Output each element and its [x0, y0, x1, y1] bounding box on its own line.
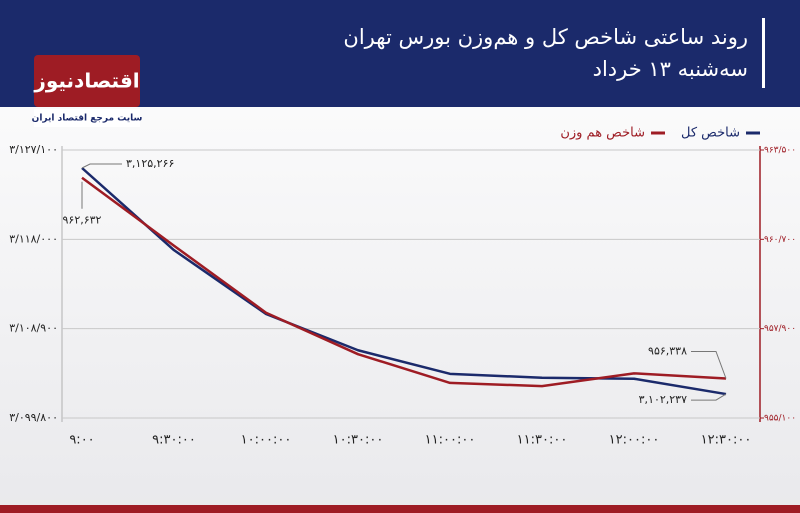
x-tick-label: ۱۰:۳۰:۰۰ — [333, 433, 384, 448]
x-tick-label: ۱۱:۳۰:۰۰ — [517, 433, 568, 448]
logo: اقتصادنیوز — [33, 69, 139, 93]
leader-line — [691, 351, 727, 379]
series-line — [81, 167, 727, 396]
value-label: ۳,۱۲۵,۲۶۶ — [126, 157, 174, 170]
footer-stripe — [0, 505, 800, 513]
x-tick-label: ۱۲:۰۰:۰۰ — [609, 433, 660, 448]
y-tick-label: ۳/۱۱۸/۰۰۰ — [9, 232, 58, 245]
tagline-box — [34, 109, 140, 127]
value-label: ۹۶۲,۶۳۲ — [63, 214, 102, 227]
y2-tick-label: ۹۵۵/۱۰۰ — [764, 414, 796, 424]
series-line — [81, 176, 727, 388]
x-tick-label: ۱۲:۳۰:۰۰ — [701, 433, 752, 448]
y-tick-label: ۳/۱۲۷/۱۰۰ — [9, 143, 58, 156]
chart-subtitle: سه‌شنبه ۱۳ خرداد — [593, 57, 748, 81]
legend-label: شاخص کل — [681, 126, 740, 141]
x-tick-label: ۱۱:۰۰:۰۰ — [425, 433, 476, 448]
leader-line — [691, 393, 727, 401]
x-tick-label: ۹:۰۰ — [69, 433, 94, 448]
value-label: ۹۵۶,۳۳۸ — [648, 345, 687, 358]
y2-tick-label: ۹۵۷/۹۰۰ — [764, 324, 796, 334]
leader-line — [81, 163, 122, 169]
x-tick-label: ۹:۳۰:۰۰ — [152, 433, 196, 448]
y-tick-label: ۳/۰۹۹/۸۰۰ — [9, 411, 58, 424]
y2-tick-label: ۹۶۳/۵۰۰ — [764, 146, 796, 156]
title-accent — [762, 18, 765, 88]
logo-box — [34, 55, 140, 107]
chart-title: روند ساعتی شاخص کل و هم‌وزن بورس تهران — [343, 25, 748, 50]
x-tick-label: ۱۰:۰۰:۰۰ — [241, 433, 292, 448]
value-label: ۳,۱۰۲,۲۳۷ — [639, 393, 687, 406]
y-tick-label: ۳/۱۰۸/۹۰۰ — [9, 322, 58, 335]
legend-label: شاخص هم وزن — [560, 126, 645, 141]
tagline: سایت مرجع اقتصاد ایران — [32, 114, 143, 124]
y2-tick-label: ۹۶۰/۷۰۰ — [764, 235, 796, 245]
